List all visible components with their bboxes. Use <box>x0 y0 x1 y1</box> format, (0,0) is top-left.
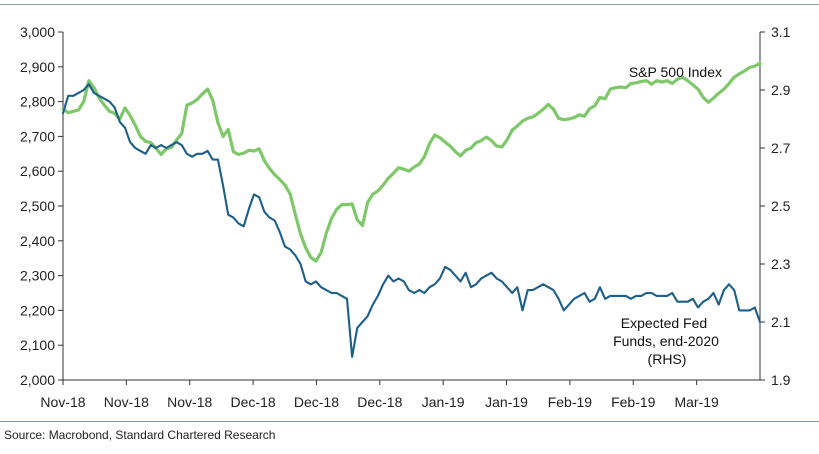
right-tick-label: 2.5 <box>771 198 791 214</box>
left-tick-label: 2,800 <box>20 94 55 110</box>
line-chart: 2,000 2,100 2,200 2,300 2,400 2,500 2,600 2,700… <box>20 24 791 410</box>
left-tick-label: 3,000 <box>20 24 55 40</box>
left-tick-label: 2,000 <box>20 372 55 388</box>
right-axis-ticks: 1.9 2.1 2.3 2.5 2.7 2.9 3.1 <box>760 24 791 388</box>
x-tick-label: Dec-18 <box>294 394 339 410</box>
left-tick-label: 2,600 <box>20 163 55 179</box>
left-tick-label: 2,300 <box>20 268 55 284</box>
fed-annotation-line1: Expected Fed <box>621 315 707 331</box>
right-tick-label: 2.7 <box>771 140 791 156</box>
left-tick-label: 2,900 <box>20 59 55 75</box>
chart-annotations: S&P 500 Index Expected Fed Funds, end-20… <box>613 64 722 367</box>
right-tick-label: 3.1 <box>771 24 791 40</box>
x-tick-label: Mar-19 <box>674 394 719 410</box>
x-tick-label: Dec-18 <box>357 394 402 410</box>
x-tick-label: Feb-19 <box>548 394 593 410</box>
series-line-fed-funds <box>61 83 762 358</box>
left-tick-label: 2,700 <box>20 128 55 144</box>
x-tick-label: Feb-19 <box>611 394 656 410</box>
right-tick-label: 1.9 <box>771 372 791 388</box>
left-tick-label: 2,200 <box>20 302 55 318</box>
frame-top-rule <box>0 4 819 5</box>
right-tick-label: 2.1 <box>771 314 791 330</box>
x-tick-label: Nov-18 <box>40 394 85 410</box>
left-axis-ticks: 2,000 2,100 2,200 2,300 2,400 2,500 2,600 2,700… <box>20 24 63 388</box>
x-axis-ticks: Nov-18 Nov-18 Nov-18 Dec-18 Dec-18 Dec-18 Jan-… <box>40 380 719 410</box>
x-tick-label: Dec-18 <box>231 394 276 410</box>
fed-annotation-line2: Funds, end-2020 <box>613 333 719 349</box>
x-tick-label: Nov-18 <box>104 394 149 410</box>
right-tick-label: 2.3 <box>771 256 791 272</box>
fed-annotation-line3: (RHS) <box>648 351 687 367</box>
frame-bottom-rule <box>0 421 819 422</box>
left-tick-label: 2,400 <box>20 233 55 249</box>
source-note: Source: Macrobond, Standard Chartered Re… <box>4 428 276 442</box>
x-tick-label: Nov-18 <box>167 394 212 410</box>
series-line-sp500 <box>61 61 762 263</box>
left-tick-label: 2,500 <box>20 198 55 214</box>
sp500-annotation: S&P 500 Index <box>629 64 722 80</box>
right-tick-label: 2.9 <box>771 82 791 98</box>
x-tick-label: Jan-19 <box>485 394 528 410</box>
left-tick-label: 2,100 <box>20 337 55 353</box>
chart-series <box>61 61 762 358</box>
x-tick-label: Jan-19 <box>422 394 465 410</box>
